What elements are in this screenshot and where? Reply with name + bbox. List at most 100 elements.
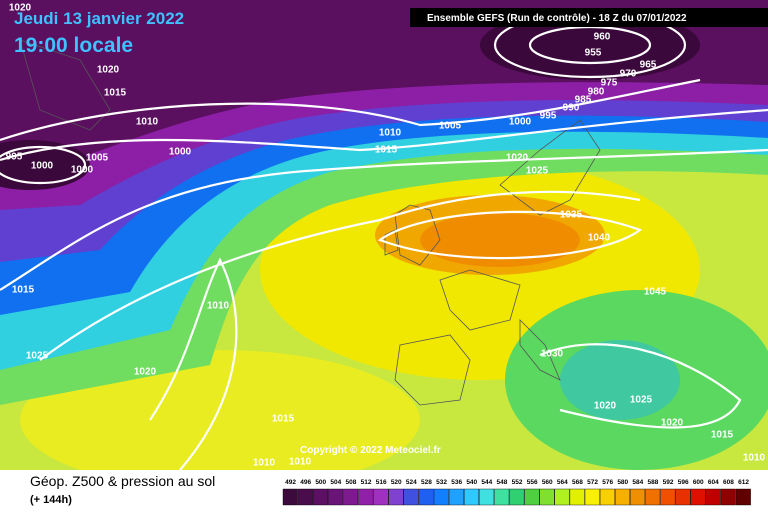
colorbar-label: 500 xyxy=(315,479,326,486)
pressure-label: 1035 xyxy=(560,210,583,221)
colorbar-swatch xyxy=(524,488,540,506)
colorbar-label: 556 xyxy=(527,479,538,486)
colorbar-label: 492 xyxy=(285,479,296,486)
colorbar-label: 548 xyxy=(497,479,508,486)
colorbar-label: 596 xyxy=(678,479,689,486)
pressure-label: 955 xyxy=(585,48,602,59)
colorbar-swatch xyxy=(282,488,298,506)
colorbar-label: 544 xyxy=(481,479,492,486)
pressure-label: 985 xyxy=(575,95,592,106)
pressure-label: 975 xyxy=(601,78,618,89)
pressure-label: 1000 xyxy=(31,161,54,172)
colorbar-label: 600 xyxy=(693,479,704,486)
map-field xyxy=(0,0,768,490)
pressure-labels: 1020 1020 1015 1010 1005 1000 995 1000 1… xyxy=(6,3,766,469)
pressure-label: 1015 xyxy=(104,88,127,99)
time-title: 19:00 locale xyxy=(14,34,133,57)
pressure-label: 1020 xyxy=(661,418,684,429)
coastlines xyxy=(19,39,601,406)
pressure-label: 990 xyxy=(563,103,580,114)
colorbar-swatch xyxy=(720,488,736,506)
pressure-label: 1025 xyxy=(26,351,49,362)
colorbar-swatch xyxy=(313,488,329,506)
colorbar-swatch xyxy=(418,488,434,506)
colorbar-swatch xyxy=(660,488,676,506)
colorbar-swatch xyxy=(448,488,464,506)
colorbar-label: 560 xyxy=(542,479,553,486)
colorbar-label: 592 xyxy=(663,479,674,486)
copyright: Copyright © 2022 Meteociel.fr xyxy=(300,445,441,456)
colorbar-swatch xyxy=(433,488,449,506)
colorbar-label: 496 xyxy=(300,479,311,486)
colorbar-swatch xyxy=(615,488,631,506)
pressure-label: 1005 xyxy=(439,121,462,132)
pressure-label: 1015 xyxy=(711,430,734,441)
pressure-label: 1025 xyxy=(630,395,653,406)
pressure-label: 1030 xyxy=(541,349,564,360)
pressure-label: 1010 xyxy=(253,458,276,469)
pressure-label: 1020 xyxy=(506,153,529,164)
colorbar-label: 572 xyxy=(587,479,598,486)
date-title: Jeudi 13 janvier 2022 xyxy=(14,9,184,28)
colorbar-label: 580 xyxy=(617,479,628,486)
pressure-label: 1045 xyxy=(644,287,667,298)
pressure-label: 1010 xyxy=(289,457,312,468)
pressure-label: 1040 xyxy=(588,233,611,244)
pressure-label: 1000 xyxy=(71,165,94,176)
colorbar-swatch xyxy=(328,488,344,506)
pressure-label: 1000 xyxy=(509,117,532,128)
colorbar-swatch xyxy=(554,488,570,506)
pressure-label: 980 xyxy=(588,87,605,98)
colorbar-swatch xyxy=(569,488,585,506)
colorbar-swatch xyxy=(599,488,615,506)
pressure-label: 970 xyxy=(620,69,637,80)
pressure-label: 1015 xyxy=(12,285,35,296)
colorbar-label: 604 xyxy=(708,479,719,486)
pressure-label: 1005 xyxy=(86,153,109,164)
pressure-label: 960 xyxy=(594,32,611,43)
pressure-label: 1015 xyxy=(375,145,398,156)
run-info: Ensemble GEFS (Run de contrôle) - 18 Z d… xyxy=(427,13,687,24)
colorbar-label: 552 xyxy=(512,479,523,486)
pressure-label: 1020 xyxy=(9,3,32,14)
colorbar-swatch xyxy=(343,488,359,506)
legend-title: Géop. Z500 & pression au sol xyxy=(30,473,215,489)
pressure-label: 1010 xyxy=(136,117,159,128)
colorbar-swatch xyxy=(464,488,480,506)
pressure-label: 1020 xyxy=(134,367,157,378)
pressure-label: 1025 xyxy=(526,166,549,177)
pressure-label: 965 xyxy=(640,60,657,71)
pressure-label: 1010 xyxy=(207,301,230,312)
colorbar-label: 540 xyxy=(466,479,477,486)
colorbar-swatch xyxy=(358,488,374,506)
pressure-label: 1015 xyxy=(272,414,295,425)
colorbar-label: 564 xyxy=(557,479,568,486)
colorbar-swatch xyxy=(675,488,691,506)
colorbar-swatch xyxy=(509,488,525,506)
pressure-label: 1010 xyxy=(379,128,402,139)
colorbar-swatch xyxy=(479,488,495,506)
colorbar-swatch xyxy=(735,488,751,506)
colorbar-label: 520 xyxy=(391,479,402,486)
colorbar-label: 524 xyxy=(406,479,417,486)
colorbar-label: 612 xyxy=(738,479,749,486)
pressure-label: 995 xyxy=(540,111,557,122)
pressure-label: 1010 xyxy=(743,453,766,464)
colorbar-swatch xyxy=(539,488,555,506)
pressure-label: 1000 xyxy=(169,147,192,158)
colorbar-swatch xyxy=(297,488,313,506)
colorbar-label: 508 xyxy=(346,479,357,486)
colorbar: 492 496 500 504 508 512 516 520 524 528 532 536 540 5… xyxy=(282,479,751,506)
colorbar-swatch xyxy=(690,488,706,506)
colorbar-swatch xyxy=(584,488,600,506)
colorbar-label: 536 xyxy=(451,479,462,486)
colorbar-label: 584 xyxy=(632,479,643,486)
colorbar-swatch xyxy=(645,488,661,506)
colorbar-swatch xyxy=(388,488,404,506)
pressure-label: 995 xyxy=(6,152,23,163)
legend-subtitle: (+ 144h) xyxy=(30,494,72,506)
pressure-label: 1020 xyxy=(97,65,120,76)
colorbar-label: 516 xyxy=(376,479,387,486)
pressure-label: 1020 xyxy=(594,401,617,412)
colorbar-swatch xyxy=(494,488,510,506)
